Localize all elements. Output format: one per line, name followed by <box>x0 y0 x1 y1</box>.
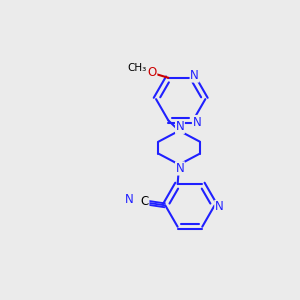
Text: C: C <box>141 195 149 208</box>
Text: N: N <box>190 69 199 82</box>
Text: O: O <box>148 66 157 80</box>
Text: N: N <box>125 193 134 206</box>
Text: N: N <box>176 162 184 175</box>
Text: N: N <box>176 120 184 134</box>
Text: N: N <box>193 116 201 128</box>
Text: N: N <box>215 200 224 213</box>
Text: CH₃: CH₃ <box>128 63 147 73</box>
